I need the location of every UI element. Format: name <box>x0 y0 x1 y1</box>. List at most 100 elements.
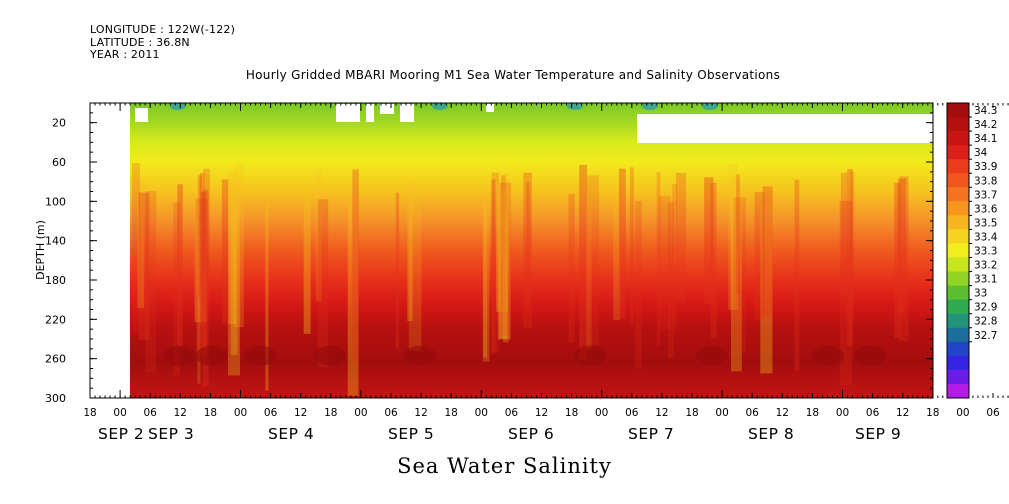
field-blob <box>812 345 844 366</box>
longitude-label: LONGITUDE : 122W(-122) <box>90 23 236 36</box>
colorbar-label: 34.2 <box>974 119 997 131</box>
colorbar-swatch <box>947 159 969 174</box>
y-tick-label: 20 <box>52 117 66 130</box>
x-tick-label: 06 <box>144 407 158 419</box>
surface-spot <box>702 103 718 110</box>
colorbar-swatch <box>947 243 969 259</box>
x-day-label: SEP 3 <box>148 425 194 443</box>
field-streak <box>200 191 206 360</box>
field-streak <box>672 184 677 330</box>
field-streak <box>523 172 532 329</box>
missing-data <box>336 104 360 122</box>
missing-data <box>366 104 374 122</box>
field-streak <box>347 201 359 396</box>
field-streak <box>194 179 207 323</box>
surface-spot <box>567 103 583 110</box>
field-streak <box>730 180 742 372</box>
y-axis-label: DEPTH (m) <box>34 220 47 280</box>
field-streak <box>408 187 422 351</box>
colorbar-swatch <box>947 229 969 244</box>
field-streak <box>710 182 717 339</box>
field-streak <box>897 178 906 314</box>
field-blob <box>314 345 346 366</box>
missing-data <box>486 104 494 112</box>
y-tick-label: 180 <box>45 274 66 287</box>
x-tick-label: 18 <box>806 407 819 419</box>
field-streak <box>138 192 150 340</box>
field-streak <box>132 163 140 333</box>
x-tick-label: 06 <box>625 407 639 419</box>
field-streak <box>221 179 229 325</box>
field-streak <box>629 167 634 326</box>
field-blob <box>196 345 228 366</box>
field-streak <box>586 175 600 345</box>
colorbar-swatch <box>947 313 969 329</box>
field-streak <box>733 197 746 353</box>
field-streak <box>407 182 413 322</box>
colorbar-label: 33.1 <box>974 274 997 286</box>
plot-area <box>90 103 933 398</box>
field-streak <box>656 172 661 347</box>
field-streak <box>635 200 642 369</box>
field-streak <box>145 191 157 373</box>
x-tick-label: 06 <box>986 407 1000 419</box>
axes: 20 60 100 140 180 220 260 300 18 00 06 12 18 00 06 12 18… <box>45 102 1009 443</box>
colorbar-label: 33.6 <box>974 203 998 215</box>
x-tick-label: 00 <box>354 407 367 419</box>
field-streak <box>526 182 530 308</box>
colorbar-swatch <box>947 285 969 301</box>
field-streak <box>899 176 909 341</box>
field-streak <box>840 172 848 297</box>
x-tick-label: 12 <box>896 407 909 419</box>
y-tick-label: 220 <box>45 313 66 326</box>
contour-field <box>90 103 933 398</box>
field-streak <box>496 181 508 312</box>
field-streak <box>894 182 901 338</box>
missing-data <box>400 104 414 122</box>
field-streak <box>568 193 575 343</box>
colorbar-swatch <box>947 187 969 202</box>
colorbar-label: 33 <box>974 288 987 300</box>
x-day-label: SEP 4 <box>268 425 314 443</box>
x-tick-label: 12 <box>655 407 668 419</box>
field-streak <box>491 179 496 354</box>
colorbar-label: 33.3 <box>974 246 997 258</box>
field-streak <box>482 199 490 362</box>
colorbar-label: 32.8 <box>974 316 997 328</box>
colorbar-swatch <box>947 145 969 160</box>
field-streak <box>228 170 236 325</box>
x-tick-label: 18 <box>565 407 578 419</box>
x-day-label: SEP 6 <box>508 425 554 443</box>
colorbar-label: 33.2 <box>974 260 997 272</box>
colorbar-label: 34.3 <box>974 105 997 117</box>
y-tick-label: 140 <box>45 235 66 248</box>
colorbar-swatch <box>947 131 969 146</box>
chart-title: Hourly Gridded MBARI Mooring M1 Sea Wate… <box>245 68 781 82</box>
x-tick-label: 06 <box>384 407 398 419</box>
field-streak <box>613 189 621 320</box>
y-tick-label: 260 <box>45 353 66 366</box>
field-blob <box>696 345 728 366</box>
field-blob <box>574 345 606 366</box>
colorbar-label: 34 <box>974 147 988 159</box>
colorbar-swatch <box>947 369 969 385</box>
field-streak <box>227 182 240 376</box>
x-tick-label: 18 <box>83 407 96 419</box>
colorbar-swatch <box>947 215 969 230</box>
missing-data <box>637 114 933 143</box>
field-streak <box>497 179 511 340</box>
field-streak <box>315 168 322 302</box>
field-streak <box>483 185 488 358</box>
colorbar-label: 33.4 <box>974 231 998 243</box>
x-tick-label: 12 <box>776 407 789 419</box>
colorbar-swatch <box>947 173 969 188</box>
x-tick-label: 12 <box>414 407 427 419</box>
field-streak <box>754 192 765 321</box>
colorbar-swatch <box>947 117 969 132</box>
field-streak <box>762 186 773 317</box>
x-tick-label: 00 <box>956 407 969 419</box>
field-streak <box>839 200 853 386</box>
field-blob <box>404 345 436 366</box>
x-tick-label: 06 <box>746 407 760 419</box>
metadata-block: LONGITUDE : 122W(-122) LATITUDE : 36.8N … <box>90 23 236 62</box>
